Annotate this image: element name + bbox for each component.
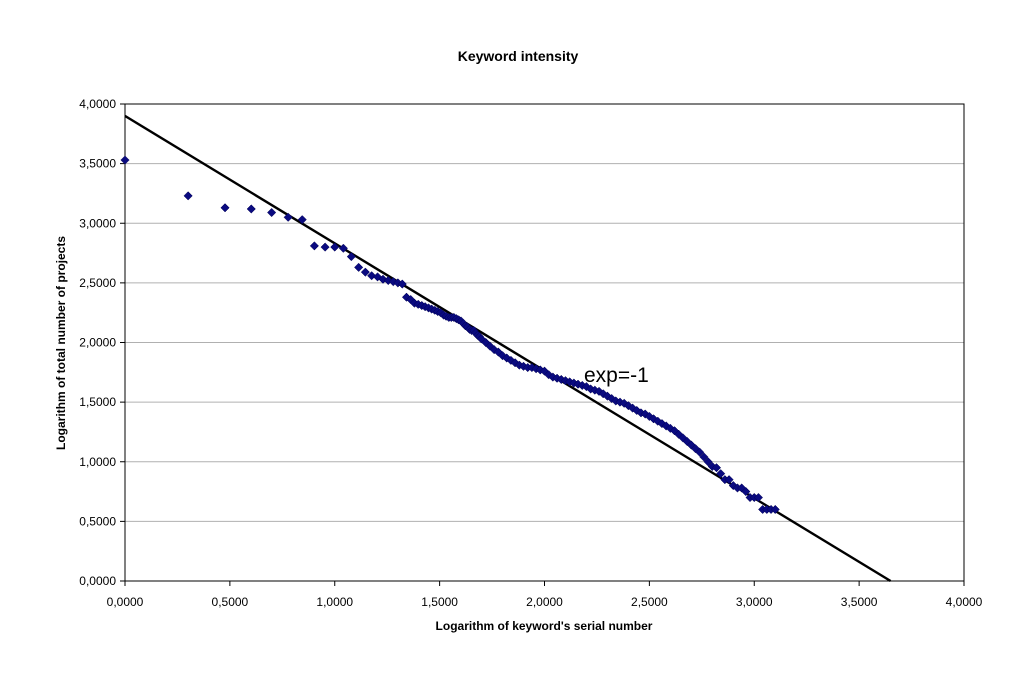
data-point xyxy=(309,241,319,251)
x-tick-label: 1,5000 xyxy=(421,595,458,609)
data-point xyxy=(346,252,356,262)
data-point xyxy=(602,391,612,401)
data-point xyxy=(581,382,592,392)
x-tick-label: 3,5000 xyxy=(841,595,878,609)
y-tick-label: 3,0000 xyxy=(79,216,116,230)
data-points xyxy=(120,155,780,515)
gridlines xyxy=(125,163,964,522)
data-point xyxy=(120,155,130,165)
x-axis-ticks: 0,0000 0,5000 1,0000 1,5000 2,0000 2,5000 3,00… xyxy=(107,581,983,609)
y-tick-label: 2,5000 xyxy=(79,276,116,290)
y-tick-label: 0,0000 xyxy=(79,574,116,588)
data-point xyxy=(297,215,307,225)
data-point xyxy=(753,492,763,503)
x-tick-label: 0,5000 xyxy=(212,595,249,609)
x-tick-label: 4,0000 xyxy=(946,595,983,609)
y-axis-label: Logarithm of total number of projects xyxy=(54,236,68,450)
data-point xyxy=(397,279,407,289)
data-point xyxy=(360,267,370,277)
y-tick-label: 1,0000 xyxy=(79,455,116,469)
data-point xyxy=(246,204,256,214)
data-point xyxy=(632,405,642,416)
data-point xyxy=(338,243,348,253)
data-point xyxy=(665,423,675,433)
x-tick-label: 2,0000 xyxy=(526,595,563,609)
data-point xyxy=(737,483,747,493)
data-point xyxy=(724,475,734,485)
data-point xyxy=(183,191,193,201)
data-point xyxy=(320,242,330,252)
y-tick-label: 0,5000 xyxy=(79,514,116,528)
data-point xyxy=(506,355,516,365)
data-point xyxy=(598,389,608,399)
data-point xyxy=(711,463,722,473)
data-point xyxy=(283,212,293,222)
data-point xyxy=(669,426,680,436)
data-point xyxy=(544,370,554,380)
y-tick-label: 4,0000 xyxy=(79,97,116,111)
trend-line xyxy=(124,114,892,583)
data-point xyxy=(619,398,629,408)
data-point xyxy=(367,271,377,281)
y-tick-label: 1,5000 xyxy=(79,395,116,409)
x-axis-label: Logarithm of keyword's serial number xyxy=(436,619,653,633)
data-point xyxy=(640,409,650,419)
data-point xyxy=(695,447,705,457)
data-point xyxy=(716,469,726,479)
data-point xyxy=(594,386,604,396)
x-tick-label: 2,5000 xyxy=(631,595,668,609)
data-point xyxy=(770,504,780,515)
data-point xyxy=(628,403,638,413)
chart-title: Keyword intensity xyxy=(458,48,579,64)
data-point xyxy=(330,242,340,252)
x-tick-label: 3,0000 xyxy=(736,595,773,609)
x-tick-label: 0,0000 xyxy=(107,595,144,609)
x-tick-label: 1,0000 xyxy=(316,595,353,609)
y-tick-label: 3,5000 xyxy=(79,157,116,171)
data-point xyxy=(699,452,709,462)
data-point xyxy=(686,440,696,450)
data-point xyxy=(741,487,751,497)
data-point xyxy=(267,207,277,218)
data-point xyxy=(703,457,713,467)
data-point xyxy=(220,203,230,213)
slope-annotation: exp=-1 xyxy=(584,364,649,387)
data-point xyxy=(649,414,659,424)
data-point xyxy=(354,262,364,272)
y-tick-label: 2,0000 xyxy=(79,336,116,350)
y-axis-ticks: 0,0000 0,5000 1,0000 1,5000 2,0000 2,5000 3,00… xyxy=(79,97,125,588)
data-point xyxy=(678,433,688,443)
